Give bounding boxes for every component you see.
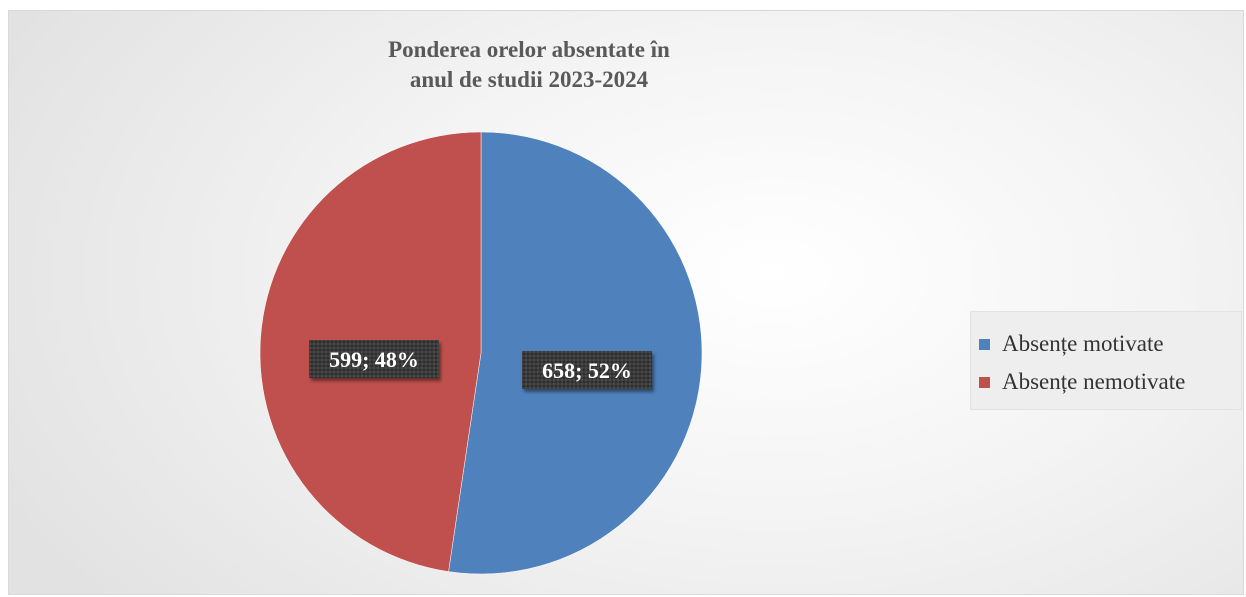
legend-swatch-motivate <box>979 338 990 350</box>
data-label-motivate: 658; 52% <box>522 351 652 389</box>
legend-item-nemotivate: Absențe nemotivate <box>979 367 1185 397</box>
legend-label-motivate: Absențe motivate <box>1002 331 1164 356</box>
legend-swatch-nemotivate <box>979 376 990 388</box>
data-label-box-motivate <box>522 351 652 389</box>
legend-label-nemotivate: Absențe nemotivate <box>1002 369 1186 394</box>
chart-title-line-2: anul de studii 2023-2024 <box>409 67 649 92</box>
data-label-nemotivate: 599; 48% <box>309 340 439 378</box>
pie-chart: 658; 52% 599; 48% <box>259 131 703 575</box>
legend: Absențe motivate Absențe nemotivate <box>970 311 1242 410</box>
data-label-box-nemotivate <box>309 340 439 378</box>
data-label-text-motivate: 658; 52% <box>542 358 632 383</box>
chart-title: Ponderea orelor absentate în anul de stu… <box>309 35 749 95</box>
data-label-text-nemotivate: 599; 48% <box>329 347 419 372</box>
legend-item-motivate: Absențe motivate <box>979 329 1164 359</box>
chart-area: Ponderea orelor absentate în anul de stu… <box>8 10 1244 595</box>
chart-title-line-1: Ponderea orelor absentate în <box>388 37 670 62</box>
